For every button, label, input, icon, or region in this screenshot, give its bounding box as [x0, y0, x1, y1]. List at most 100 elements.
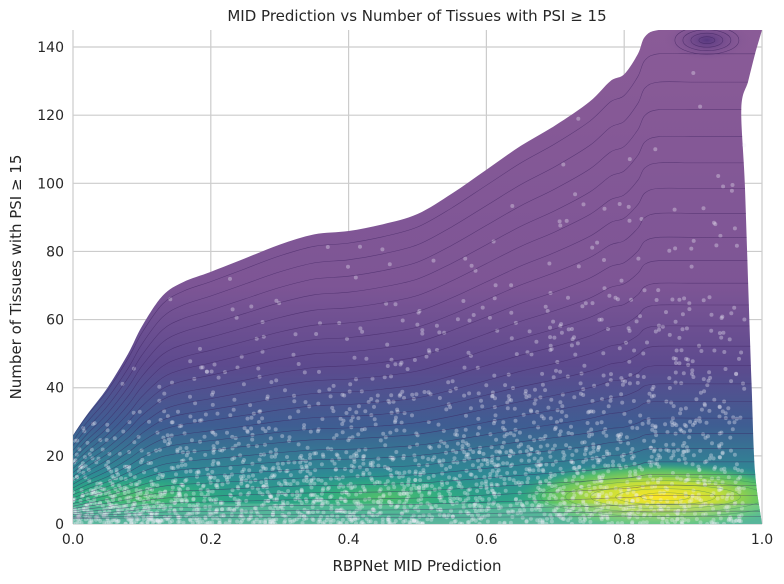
data-point: [573, 352, 578, 357]
data-point: [352, 499, 357, 504]
data-point: [240, 460, 245, 464]
data-point: [723, 367, 728, 371]
data-point: [628, 470, 633, 475]
density-contours: [73, 30, 762, 519]
data-point: [679, 515, 684, 520]
data-point: [158, 518, 163, 523]
data-point: [576, 264, 581, 269]
data-point: [707, 456, 712, 461]
data-point: [511, 478, 516, 483]
data-point: [540, 520, 545, 524]
data-point: [656, 323, 661, 328]
data-point: [727, 517, 731, 522]
data-point: [701, 206, 706, 211]
data-point: [466, 452, 471, 457]
data-point: [335, 499, 340, 504]
data-point: [397, 393, 402, 398]
data-point: [296, 409, 301, 414]
data-point: [682, 509, 687, 514]
density-contour-line: [73, 304, 762, 481]
data-point: [100, 487, 105, 492]
data-point: [505, 461, 510, 466]
data-point: [725, 508, 730, 513]
data-point: [429, 484, 434, 489]
data-point: [121, 504, 126, 509]
data-point: [545, 516, 549, 521]
data-point: [439, 463, 444, 468]
data-point: [110, 518, 115, 523]
data-point: [209, 369, 214, 374]
data-point: [81, 426, 86, 431]
y-tick-label: 40: [46, 381, 64, 397]
data-point: [628, 373, 633, 377]
data-point: [263, 521, 268, 524]
data-point: [613, 486, 618, 491]
data-point: [395, 407, 400, 412]
data-point: [536, 485, 541, 490]
data-point: [369, 476, 374, 481]
data-point: [167, 520, 172, 524]
data-point: [257, 519, 262, 524]
data-point: [553, 496, 558, 501]
density-contour-line: [73, 495, 762, 515]
data-point: [475, 365, 480, 370]
data-point: [682, 430, 687, 435]
data-point: [136, 434, 141, 439]
data-point: [145, 487, 150, 491]
data-point: [437, 495, 442, 500]
data-point: [485, 519, 490, 524]
data-point: [627, 157, 632, 162]
data-point: [319, 514, 323, 519]
data-point: [572, 493, 577, 498]
data-point: [716, 174, 721, 178]
data-point: [719, 441, 724, 446]
data-point: [194, 470, 199, 475]
data-point: [432, 455, 437, 460]
data-point: [684, 326, 689, 331]
data-point: [509, 310, 514, 315]
data-point: [481, 457, 486, 462]
data-point: [589, 409, 594, 414]
data-point: [528, 516, 533, 521]
data-point: [213, 432, 218, 437]
data-point: [695, 480, 700, 484]
data-point: [135, 482, 140, 487]
data-point: [116, 472, 121, 477]
data-point: [462, 450, 467, 455]
data-point: [554, 368, 558, 373]
data-point: [283, 514, 288, 519]
data-point: [717, 488, 721, 492]
data-point: [540, 371, 545, 376]
data-point: [629, 450, 634, 455]
data-point: [692, 421, 697, 425]
data-point: [581, 500, 586, 505]
data-point: [134, 488, 139, 493]
data-point: [425, 483, 430, 488]
data-point: [250, 437, 255, 442]
data-point: [721, 330, 726, 335]
data-point: [469, 518, 474, 522]
data-point: [183, 493, 188, 498]
data-point: [211, 450, 216, 455]
data-point: [412, 518, 417, 523]
data-point: [524, 395, 529, 400]
data-point: [584, 506, 589, 511]
data-point: [509, 283, 514, 288]
density-contour-line: [73, 260, 762, 473]
data-point: [96, 516, 101, 521]
data-point: [408, 490, 413, 495]
data-point: [540, 382, 545, 387]
data-point: [703, 479, 708, 484]
data-point: [271, 517, 276, 522]
data-point: [227, 475, 232, 479]
data-point: [546, 405, 551, 410]
data-point: [575, 481, 580, 486]
data-point: [288, 520, 293, 524]
data-point: [643, 496, 648, 501]
data-point: [356, 404, 361, 409]
data-point: [121, 429, 126, 434]
data-point: [709, 312, 714, 317]
data-point: [566, 295, 570, 300]
data-point: [195, 507, 200, 512]
data-point: [349, 463, 354, 468]
